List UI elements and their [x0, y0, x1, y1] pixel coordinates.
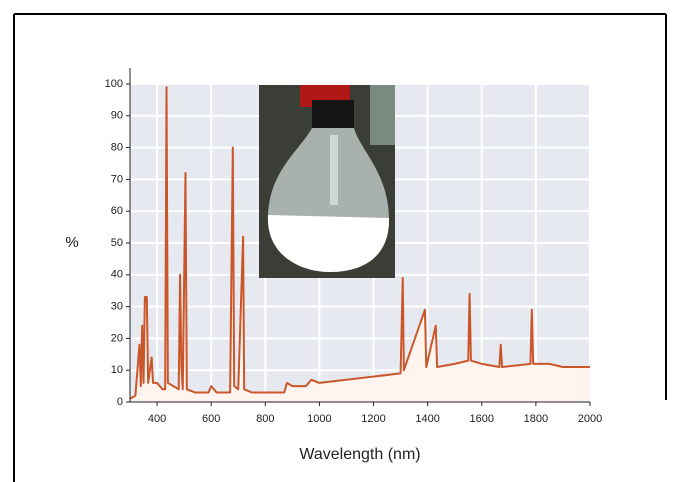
- x-tick-label: 1400: [415, 413, 439, 425]
- area-under-line: [130, 87, 590, 403]
- y-tick-label: 40: [111, 269, 123, 281]
- x-tick-label: 1200: [361, 413, 385, 425]
- x-tick-label: 1800: [524, 413, 548, 425]
- y-tick-label: 30: [111, 301, 123, 313]
- y-tick-label: 0: [117, 396, 123, 408]
- spectrum-line: [129, 86, 590, 400]
- x-tick-label: 400: [148, 413, 166, 425]
- y-tick-label: 100: [105, 78, 123, 90]
- x-tick-label: 600: [202, 413, 220, 425]
- x-tick-label: 2000: [578, 413, 602, 425]
- x-tick-label: 1600: [470, 413, 494, 425]
- y-tick-label: 80: [111, 142, 123, 154]
- y-tick-label: 60: [111, 205, 123, 217]
- y-tick-label: 20: [111, 332, 123, 344]
- inset-photo: [259, 85, 395, 278]
- y-tick-label: 10: [111, 364, 123, 376]
- y-tick-label: 90: [111, 110, 123, 122]
- x-tick-label: 1000: [307, 413, 331, 425]
- x-tick-label: 800: [256, 413, 274, 425]
- x-axis-label: Wavelength (nm): [299, 446, 420, 463]
- y-tick-label: 50: [111, 237, 123, 249]
- y-axis-label: %: [65, 234, 78, 251]
- y-tick-label: 70: [111, 173, 123, 185]
